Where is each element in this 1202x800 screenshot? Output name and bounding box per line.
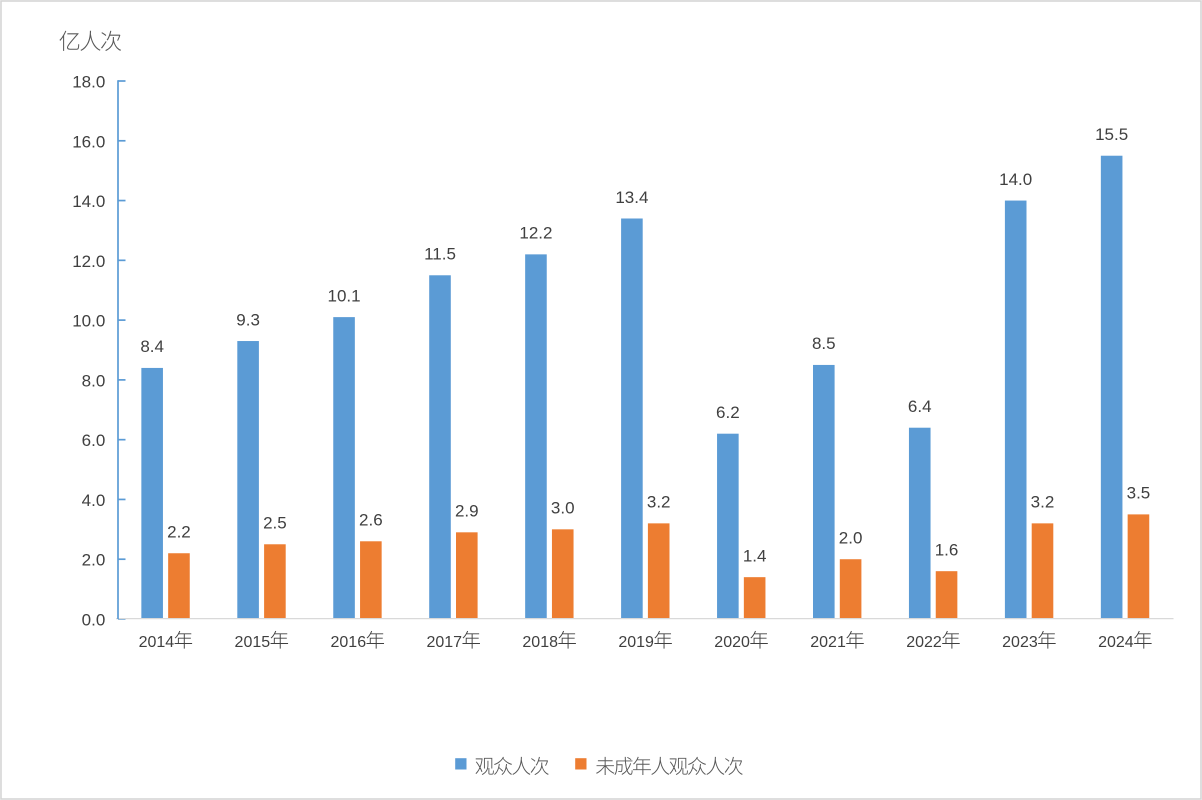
svg-text:1.4: 1.4 [743, 546, 767, 565]
svg-text:6.0: 6.0 [82, 431, 106, 450]
svg-text:2021: 2021 [810, 634, 846, 651]
svg-text:2022: 2022 [906, 634, 942, 651]
svg-text:2014: 2014 [139, 634, 175, 651]
svg-text:1.6: 1.6 [935, 540, 959, 559]
svg-text:2023: 2023 [1002, 634, 1038, 651]
svg-text:3.2: 3.2 [647, 493, 671, 512]
svg-text:11.5: 11.5 [424, 245, 456, 264]
svg-text:8.5: 8.5 [812, 334, 836, 353]
svg-text:18.0: 18.0 [72, 73, 105, 92]
svg-text:2015: 2015 [235, 634, 271, 651]
svg-text:2.6: 2.6 [359, 511, 383, 530]
svg-text:15.5: 15.5 [1095, 125, 1128, 144]
svg-text:16.0: 16.0 [72, 132, 105, 151]
svg-text:2.9: 2.9 [455, 502, 479, 521]
svg-text:3.0: 3.0 [551, 499, 575, 518]
svg-text:2.2: 2.2 [167, 523, 191, 542]
svg-text:3.5: 3.5 [1127, 484, 1151, 503]
svg-text:2.0: 2.0 [82, 551, 106, 570]
svg-text:8.4: 8.4 [140, 337, 164, 356]
svg-text:6.2: 6.2 [716, 403, 740, 422]
svg-text:9.3: 9.3 [236, 310, 260, 329]
svg-text:2019: 2019 [618, 634, 654, 651]
svg-text:13.4: 13.4 [615, 188, 648, 207]
svg-text:3.2: 3.2 [1031, 493, 1055, 512]
svg-text:2016: 2016 [331, 634, 367, 651]
svg-text:2018: 2018 [522, 634, 558, 651]
svg-text:0.0: 0.0 [82, 611, 106, 630]
svg-text:14.0: 14.0 [72, 192, 105, 211]
svg-text:2.0: 2.0 [839, 529, 863, 548]
svg-text:12.0: 12.0 [72, 252, 105, 271]
svg-text:8.0: 8.0 [82, 371, 106, 390]
svg-text:10.1: 10.1 [328, 286, 361, 305]
svg-text:6.4: 6.4 [908, 397, 932, 416]
svg-text:2017: 2017 [426, 634, 462, 651]
svg-text:2024: 2024 [1098, 634, 1134, 651]
svg-text:2.5: 2.5 [263, 514, 287, 533]
svg-text:10.0: 10.0 [72, 312, 105, 331]
svg-text:12.2: 12.2 [519, 224, 552, 243]
svg-text:2020: 2020 [714, 634, 750, 651]
svg-text:14.0: 14.0 [999, 170, 1032, 189]
svg-text:4.0: 4.0 [82, 491, 106, 510]
